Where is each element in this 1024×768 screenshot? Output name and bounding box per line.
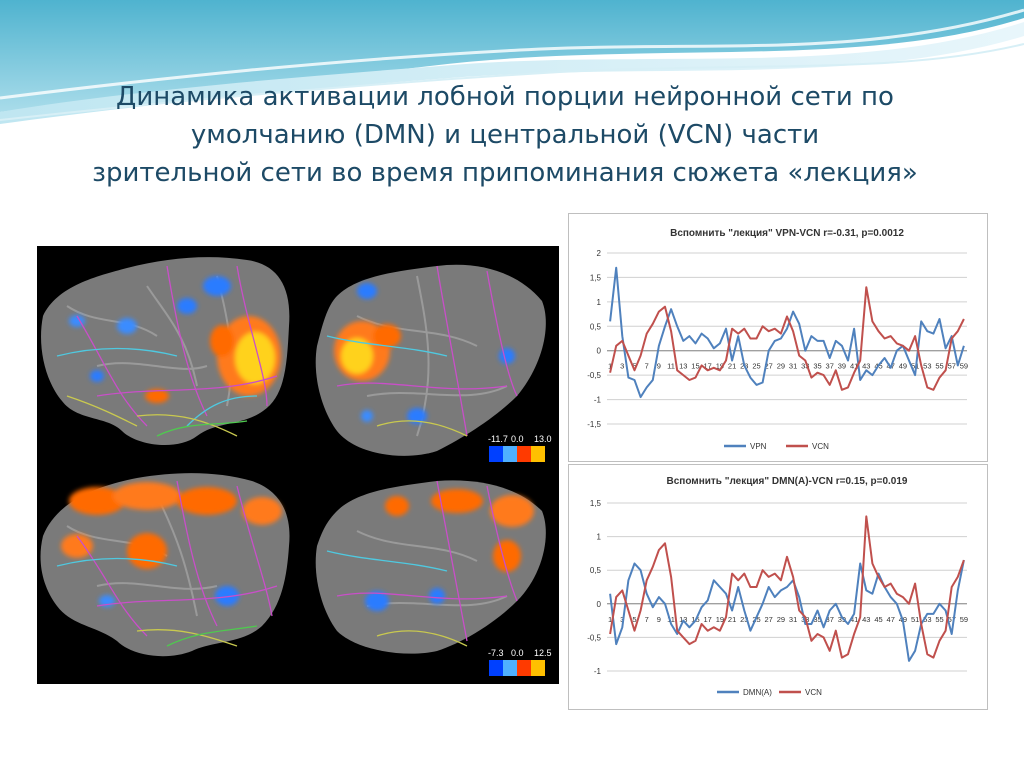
slide-title-line-3: зрительной сети во время припоминания сю… — [92, 158, 918, 188]
chart2-xtick-label: 53 — [923, 615, 931, 624]
chart1-ytick-label: 0,5 — [590, 322, 602, 331]
chart2-ytick-label: 1,5 — [590, 499, 602, 508]
chart1-ytick-label: 2 — [597, 249, 602, 258]
brain-bottom-right — [315, 480, 546, 654]
chart2-xtick-label: 9 — [657, 615, 661, 624]
chart2-ytick-label: -0,5 — [587, 633, 601, 642]
chart2-xtick-label: 35 — [813, 615, 821, 624]
chart1-ytick-label: 0 — [597, 347, 602, 356]
chart1-ytick-label: -1 — [594, 396, 602, 405]
chart1-xtick-label: 35 — [813, 362, 821, 371]
top-color-scale: -11.7 0.0 13.0 — [488, 434, 552, 462]
chart1-series-vcn-line — [609, 286, 965, 391]
chart2-xtick-label: 37 — [826, 615, 834, 624]
brain-top-left — [41, 257, 290, 446]
chart2-xtick-label: 5 — [632, 615, 636, 624]
chart1-xtick-label: 27 — [765, 362, 773, 371]
bottom-scale-mid: 0.0 — [511, 648, 524, 658]
chart1-xtick-label: 13 — [679, 362, 687, 371]
top-scale-min: -11.7 — [488, 434, 508, 444]
chart1-xtick-label: 53 — [923, 362, 931, 371]
chart2-legend-label: DMN(A) — [743, 688, 772, 697]
chart2-series-vcn-line — [609, 515, 965, 659]
chart1-series-vpn-line — [609, 266, 965, 399]
chart1-title: Вспомнить "лекция" VPN-VCN r=-0.31, p=0.… — [670, 228, 904, 239]
chart2-xtick-label: 29 — [777, 615, 785, 624]
chart2-xtick-label: 31 — [789, 615, 797, 624]
chart2-xtick-label: 59 — [960, 615, 968, 624]
chart1-legend-label: VCN — [812, 442, 829, 451]
chart2-xtick-label: 51 — [911, 615, 919, 624]
chart2-xtick-label: 7 — [645, 615, 649, 624]
chart2-ytick-label: 0,5 — [590, 566, 602, 575]
chart1-xtick-label: 37 — [826, 362, 834, 371]
chart1-xtick-label: 39 — [838, 362, 846, 371]
brain-maps-image: -11.7 0.0 13.0 — [40, 257, 552, 676]
slide-title: Динамика активации лобной порции нейронн… — [30, 78, 980, 192]
chart1-ytick-label: -0,5 — [587, 371, 601, 380]
chart-vpn-vcn: Вспомнить "лекция" VPN-VCN r=-0.31, p=0.… — [568, 213, 988, 462]
slide-title-line-2: умолчанию (DMN) и центральной (VCN) част… — [190, 120, 820, 150]
chart1-xtick-label: 33 — [801, 362, 809, 371]
chart2-xtick-label: 43 — [862, 615, 870, 624]
chart2-xtick-label: 27 — [765, 615, 773, 624]
chart-vpn-vcn-svg: Вспомнить "лекция" VPN-VCN r=-0.31, p=0.… — [587, 228, 968, 451]
chart1-xtick-label: 11 — [667, 362, 675, 371]
chart2-ytick-label: 1 — [597, 533, 602, 542]
chart1-xtick-label: 29 — [777, 362, 785, 371]
chart-dmn-vcn-svg: Вспомнить "лекция" DMN(A)-VCN r=0.15, p=… — [587, 476, 968, 697]
chart1-xtick-label: 57 — [948, 362, 956, 371]
bottom-scale-max: 12.5 — [534, 648, 552, 658]
brain-top-right — [315, 264, 546, 456]
chart2-xtick-label: 45 — [874, 615, 882, 624]
chart-dmn-vcn: Вспомнить "лекция" DMN(A)-VCN r=0.15, p=… — [568, 464, 988, 710]
chart2-xtick-label: 17 — [704, 615, 712, 624]
chart2-xtick-label: 23 — [740, 615, 748, 624]
brain-activation-maps: -11.7 0.0 13.0 — [37, 246, 559, 684]
bottom-color-scale: -7.3 0.0 12.5 — [488, 648, 552, 676]
chart1-xtick-label: 41 — [850, 362, 858, 371]
chart2-series-dmn-a--line — [609, 559, 965, 662]
chart1-xtick-label: 21 — [728, 362, 736, 371]
chart1-ytick-label: -1,5 — [587, 420, 601, 429]
chart1-xtick-label: 19 — [716, 362, 724, 371]
chart2-xtick-label: 3 — [620, 615, 624, 624]
chart2-xtick-label: 21 — [728, 615, 736, 624]
chart1-ytick-label: 1 — [597, 298, 602, 307]
chart1-xtick-label: 15 — [691, 362, 699, 371]
chart1-legend-label: VPN — [750, 442, 767, 451]
slide-title-line-1: Динамика активации лобной порции нейронн… — [116, 82, 894, 112]
chart2-xtick-label: 11 — [667, 615, 675, 624]
chart2-legend-label: VCN — [805, 688, 822, 697]
chart2-ytick-label: 0 — [597, 600, 602, 609]
chart2-xtick-label: 41 — [850, 615, 858, 624]
chart1-xtick-label: 7 — [645, 362, 649, 371]
top-scale-max: 13.0 — [534, 434, 552, 444]
chart1-xtick-label: 3 — [620, 362, 624, 371]
header-wave-decoration — [0, 0, 1024, 124]
brain-bottom-left — [40, 473, 290, 657]
chart1-xtick-label: 17 — [704, 362, 712, 371]
chart1-xtick-label: 59 — [960, 362, 968, 371]
chart1-ytick-label: 1,5 — [590, 273, 602, 282]
chart1-xtick-label: 5 — [632, 362, 636, 371]
chart1-xtick-label: 43 — [862, 362, 870, 371]
bottom-scale-min: -7.3 — [488, 648, 504, 658]
chart2-xtick-label: 1 — [608, 615, 612, 624]
chart2-xtick-label: 39 — [838, 615, 846, 624]
chart1-xtick-label: 1 — [608, 362, 612, 371]
chart1-xtick-label: 49 — [899, 362, 907, 371]
chart2-xtick-label: 55 — [935, 615, 943, 624]
chart2-title: Вспомнить "лекция" DMN(A)-VCN r=0.15, p=… — [667, 476, 908, 487]
chart1-xtick-label: 9 — [657, 362, 661, 371]
chart2-xtick-label: 19 — [716, 615, 724, 624]
chart2-ytick-label: -1 — [594, 667, 602, 676]
chart2-xtick-label: 13 — [679, 615, 687, 624]
top-scale-mid: 0.0 — [511, 434, 524, 444]
chart1-xtick-label: 31 — [789, 362, 797, 371]
chart1-xtick-label: 55 — [935, 362, 943, 371]
chart2-xtick-label: 57 — [948, 615, 956, 624]
chart1-xtick-label: 25 — [752, 362, 760, 371]
chart2-xtick-label: 47 — [887, 615, 895, 624]
